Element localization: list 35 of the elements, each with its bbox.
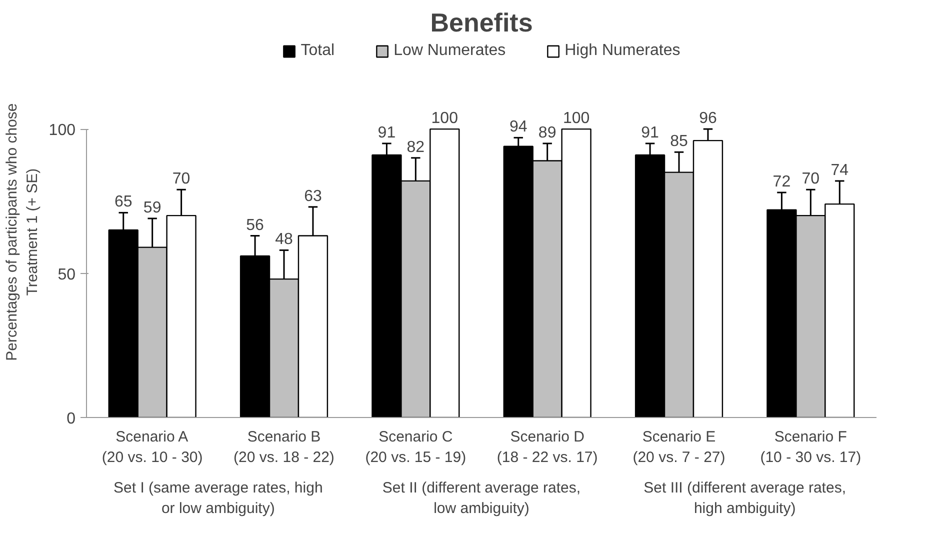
data-label: 91 [378, 124, 396, 142]
data-label: 65 [114, 194, 132, 211]
x-tick-label: Scenario A (20 vs. 10 - 30) [102, 428, 203, 466]
y-axis-title: Percentages of participants who chose Treatment 1 (+ SE) [3, 103, 41, 361]
y-tick-label: 0 [66, 410, 76, 428]
data-label: 63 [304, 188, 322, 205]
legend-label: High Numerates [564, 42, 680, 60]
data-label: 74 [830, 162, 849, 179]
data-label: 70 [172, 170, 190, 188]
legend-label: Low Numerates [394, 42, 506, 60]
data-label: 100 [562, 110, 590, 128]
y-tick-label: 100 [48, 122, 76, 140]
x-tick-label: Scenario E (20 vs. 7 - 27) [632, 428, 726, 466]
data-label: 72 [772, 174, 791, 190]
x-tick-label: Scenario F (10 - 30 vs. 17) [760, 428, 862, 466]
data-label: 89 [538, 124, 556, 142]
legend-label: Total [300, 42, 335, 60]
x-tick-label: Scenario B (20 vs. 18 - 22) [234, 428, 334, 466]
y-tick-label: 50 [58, 266, 76, 284]
data-label: 70 [802, 170, 820, 188]
x-tick-label: Scenario C (20 vs. 15 - 19) [365, 428, 466, 466]
chart-title: Benefits [430, 8, 533, 38]
text: Set I (same average rates, high or low ambiguity) [114, 480, 323, 517]
x-tick-label: Scenario D (18 - 22 vs. 17) [496, 428, 598, 466]
text: Set III (different average rates, high ambiguity) [644, 480, 846, 517]
data-label: 48 [275, 231, 293, 248]
data-label: 100 [431, 110, 458, 128]
data-label: 59 [143, 199, 162, 216]
text: Set II (different average rates, low ambiguity) [382, 480, 581, 517]
data-label: 56 [246, 216, 264, 234]
data-label: 91 [641, 124, 660, 142]
data-label: 96 [699, 110, 717, 128]
data-label: 85 [670, 133, 688, 150]
data-label: 82 [406, 138, 425, 156]
data-label: 94 [509, 118, 528, 136]
